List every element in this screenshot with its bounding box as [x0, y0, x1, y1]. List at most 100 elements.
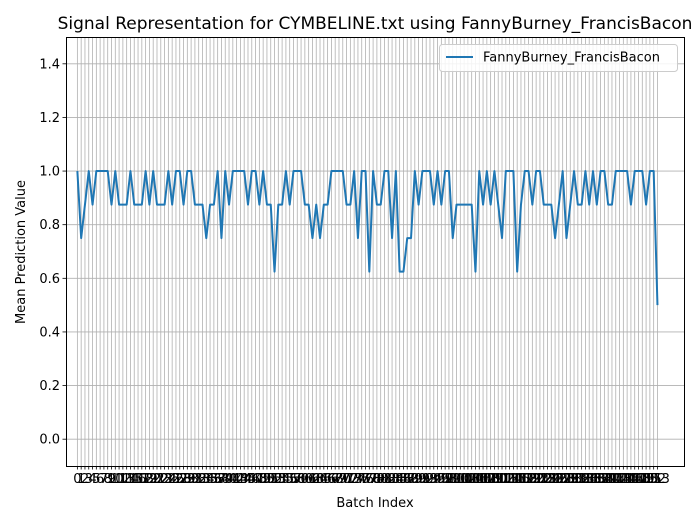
x-tick-label: 56	[281, 472, 298, 487]
x-tick-label: 123	[531, 472, 556, 487]
x-tick-label: 2	[81, 472, 89, 487]
x-tick-label: 9	[107, 472, 115, 487]
x-tick-label: 1	[77, 472, 85, 487]
x-tick-label: 45	[240, 472, 257, 487]
x-tick-label: 24	[160, 472, 177, 487]
x-tick-label: 132	[565, 472, 590, 487]
x-tick-label: 3	[85, 472, 93, 487]
x-tick-label: 135	[577, 472, 602, 487]
series-line	[76, 170, 659, 306]
x-tick-label: 33	[194, 472, 211, 487]
x-tick-label: 128	[550, 472, 575, 487]
y-tick-label: 0.6	[39, 272, 60, 287]
x-tick-label: 88	[403, 472, 420, 487]
x-tick-label: 99	[444, 472, 461, 487]
x-tick-label: 107	[471, 472, 496, 487]
x-tick-label: 119	[516, 472, 541, 487]
x-tick-label: 100	[444, 472, 469, 487]
x-tick-label: 87	[399, 472, 416, 487]
x-tick-label: 120	[520, 472, 545, 487]
x-tick-label: 113	[493, 472, 518, 487]
x-axis-ticks: 0123456789101112131415161718192021222324…	[73, 466, 670, 487]
x-gridlines	[76, 37, 658, 466]
x-tick-label: 67	[323, 472, 340, 487]
x-tick-label: 101	[448, 472, 473, 487]
x-tick-label: 50	[259, 472, 276, 487]
x-tick-label: 32	[190, 472, 207, 487]
x-axis-label: Batch Index	[336, 496, 414, 511]
x-tick-label: 126	[543, 472, 568, 487]
x-tick-label: 147	[622, 472, 647, 487]
x-tick-label: 21	[149, 472, 166, 487]
x-tick-label: 28	[175, 472, 192, 487]
y-tick-label: 0.8	[39, 218, 60, 233]
plot-frame	[66, 37, 685, 467]
x-tick-label: 137	[584, 472, 609, 487]
y-tick-label: 0.2	[39, 379, 60, 394]
x-tick-label: 142	[603, 472, 628, 487]
x-tick-label: 91	[414, 472, 431, 487]
x-tick-label: 81	[376, 472, 393, 487]
x-tick-label: 78	[365, 472, 382, 487]
x-tick-label: 130	[558, 472, 583, 487]
x-tick-label: 72	[342, 472, 359, 487]
x-tick-label: 138	[588, 472, 613, 487]
x-tick-label: 60	[297, 472, 314, 487]
x-tick-label: 150	[634, 472, 659, 487]
x-tick-label: 111	[486, 472, 511, 487]
x-tick-label: 53	[270, 472, 287, 487]
x-tick-label: 29	[179, 472, 196, 487]
x-tick-label: 108	[474, 472, 499, 487]
x-tick-label: 26	[168, 472, 185, 487]
x-tick-label: 42	[228, 472, 245, 487]
y-tick-label: 0.4	[39, 325, 60, 340]
x-tick-label: 6	[96, 472, 104, 487]
x-tick-label: 58	[289, 472, 306, 487]
x-tick-label: 17	[134, 472, 151, 487]
x-tick-label: 38	[213, 472, 230, 487]
x-tick-label: 124	[535, 472, 560, 487]
x-tick-label: 109	[478, 472, 503, 487]
x-tick-label: 25	[164, 472, 181, 487]
x-tick-label: 110	[482, 472, 507, 487]
x-tick-label: 141	[600, 472, 625, 487]
x-tick-label: 84	[388, 472, 405, 487]
x-tick-label: 36	[206, 472, 223, 487]
y-tick-label: 1.2	[39, 111, 60, 126]
x-tick-label: 63	[308, 472, 325, 487]
x-tick-label: 34	[198, 472, 215, 487]
x-tick-label: 66	[319, 472, 336, 487]
x-tick-label: 57	[285, 472, 302, 487]
x-tick-label: 35	[202, 472, 219, 487]
x-tick-label: 68	[327, 472, 344, 487]
x-tick-label: 40	[221, 472, 238, 487]
x-tick-label: 129	[554, 472, 579, 487]
x-tick-label: 48	[251, 472, 268, 487]
series-layer	[76, 170, 659, 306]
x-tick-label: 102	[452, 472, 477, 487]
x-tick-label: 149	[630, 472, 655, 487]
x-tick-label: 0	[73, 472, 81, 487]
x-tick-label: 74	[350, 472, 367, 487]
x-tick-label: 115	[501, 472, 526, 487]
x-tick-label: 143	[607, 472, 632, 487]
x-tick-label: 83	[384, 472, 401, 487]
x-tick-label: 144	[611, 472, 636, 487]
x-tick-label: 112	[490, 472, 515, 487]
x-tick-label: 7	[100, 472, 108, 487]
x-tick-label: 20	[145, 472, 162, 487]
legend-box	[439, 44, 678, 72]
x-tick-label: 140	[596, 472, 621, 487]
x-tick-label: 121	[524, 472, 549, 487]
x-tick-label: 133	[569, 472, 594, 487]
x-tick-label: 136	[581, 472, 606, 487]
x-tick-label: 31	[187, 472, 204, 487]
x-tick-label: 131	[562, 472, 587, 487]
x-tick-label: 55	[278, 472, 295, 487]
x-tick-label: 93	[422, 472, 439, 487]
x-tick-label: 153	[645, 472, 670, 487]
x-tick-label: 62	[304, 472, 321, 487]
x-tick-label: 79	[369, 472, 386, 487]
x-tick-label: 15	[126, 472, 143, 487]
x-tick-label: 127	[546, 472, 571, 487]
